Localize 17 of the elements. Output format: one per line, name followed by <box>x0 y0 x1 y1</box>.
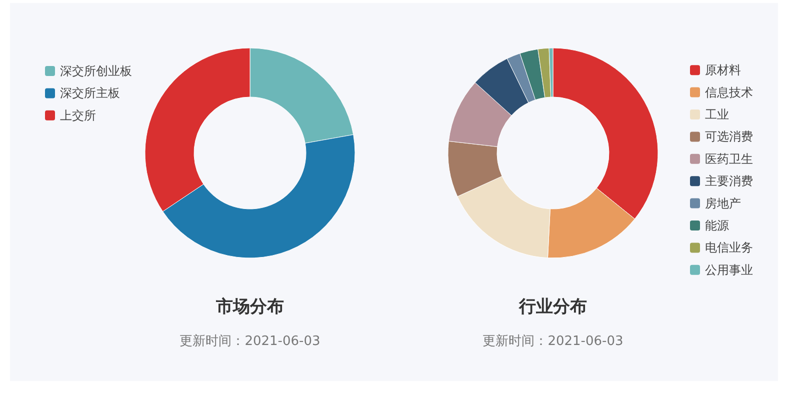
legend-label: 公用事业 <box>705 262 753 277</box>
legend-label: 能源 <box>705 218 729 232</box>
legend-label: 上交所 <box>60 108 96 122</box>
legend-label: 原材料 <box>705 63 741 78</box>
text: 市场分布 <box>215 297 284 317</box>
legend-label: 医药卫生 <box>705 152 753 166</box>
text: 更新时间：2021-06-03 <box>482 334 624 349</box>
legend-label: 房地产 <box>705 196 741 210</box>
legend-label: 可选消费 <box>705 130 753 144</box>
legend-label: 主要消费 <box>705 174 753 188</box>
legend-label: 工业 <box>705 108 729 122</box>
legend-label: 电信业务 <box>705 240 753 255</box>
legend-label: 深交所创业板 <box>60 64 132 78</box>
text: 行业分布 <box>518 297 587 317</box>
legend-label: 深交所主板 <box>60 86 120 100</box>
legend-label: 信息技术 <box>705 85 753 100</box>
text: 更新时间：2021-06-03 <box>180 334 320 349</box>
